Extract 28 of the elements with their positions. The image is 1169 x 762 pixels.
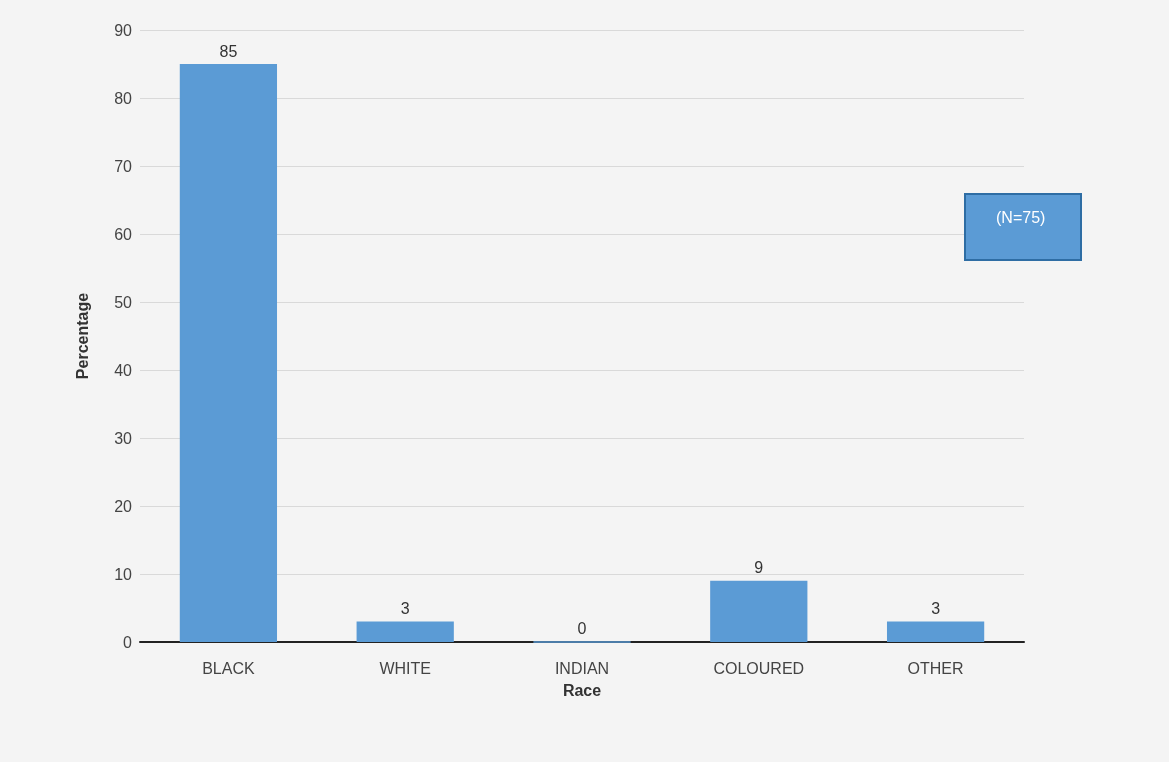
y-tick-label: 90 xyxy=(114,21,133,39)
y-tick-label: 10 xyxy=(114,565,133,583)
y-tick-label: 50 xyxy=(114,293,133,311)
x-tick-label: WHITE xyxy=(379,659,431,677)
data-label: 0 xyxy=(577,619,587,637)
y-tick-label: 0 xyxy=(123,633,133,651)
y-tick-label: 70 xyxy=(114,157,133,175)
y-tick-label: 60 xyxy=(114,225,133,243)
data-label: 85 xyxy=(219,42,238,60)
x-tick-label: INDIAN xyxy=(554,659,610,677)
x-axis-title: Race xyxy=(562,681,602,699)
y-tick-label: 40 xyxy=(114,361,133,379)
x-tick-label: COLOURED xyxy=(713,659,805,677)
y-tick-label: 30 xyxy=(114,429,133,447)
x-tick-label: BLACK xyxy=(202,659,255,677)
data-label: 9 xyxy=(754,559,764,577)
bar xyxy=(710,580,808,642)
data-label: 3 xyxy=(931,600,941,618)
data-label: 3 xyxy=(400,600,410,618)
y-tick-label: 20 xyxy=(114,497,133,515)
y-tick-label: 80 xyxy=(114,89,133,107)
x-tick-label: OTHER xyxy=(907,659,964,677)
y-axis-title: Percentage xyxy=(73,292,91,380)
annotation: (N=75) xyxy=(996,209,1046,226)
note-box: (N=75) xyxy=(964,193,1082,261)
bar xyxy=(356,621,454,642)
bar xyxy=(179,64,278,642)
bar xyxy=(886,621,985,642)
